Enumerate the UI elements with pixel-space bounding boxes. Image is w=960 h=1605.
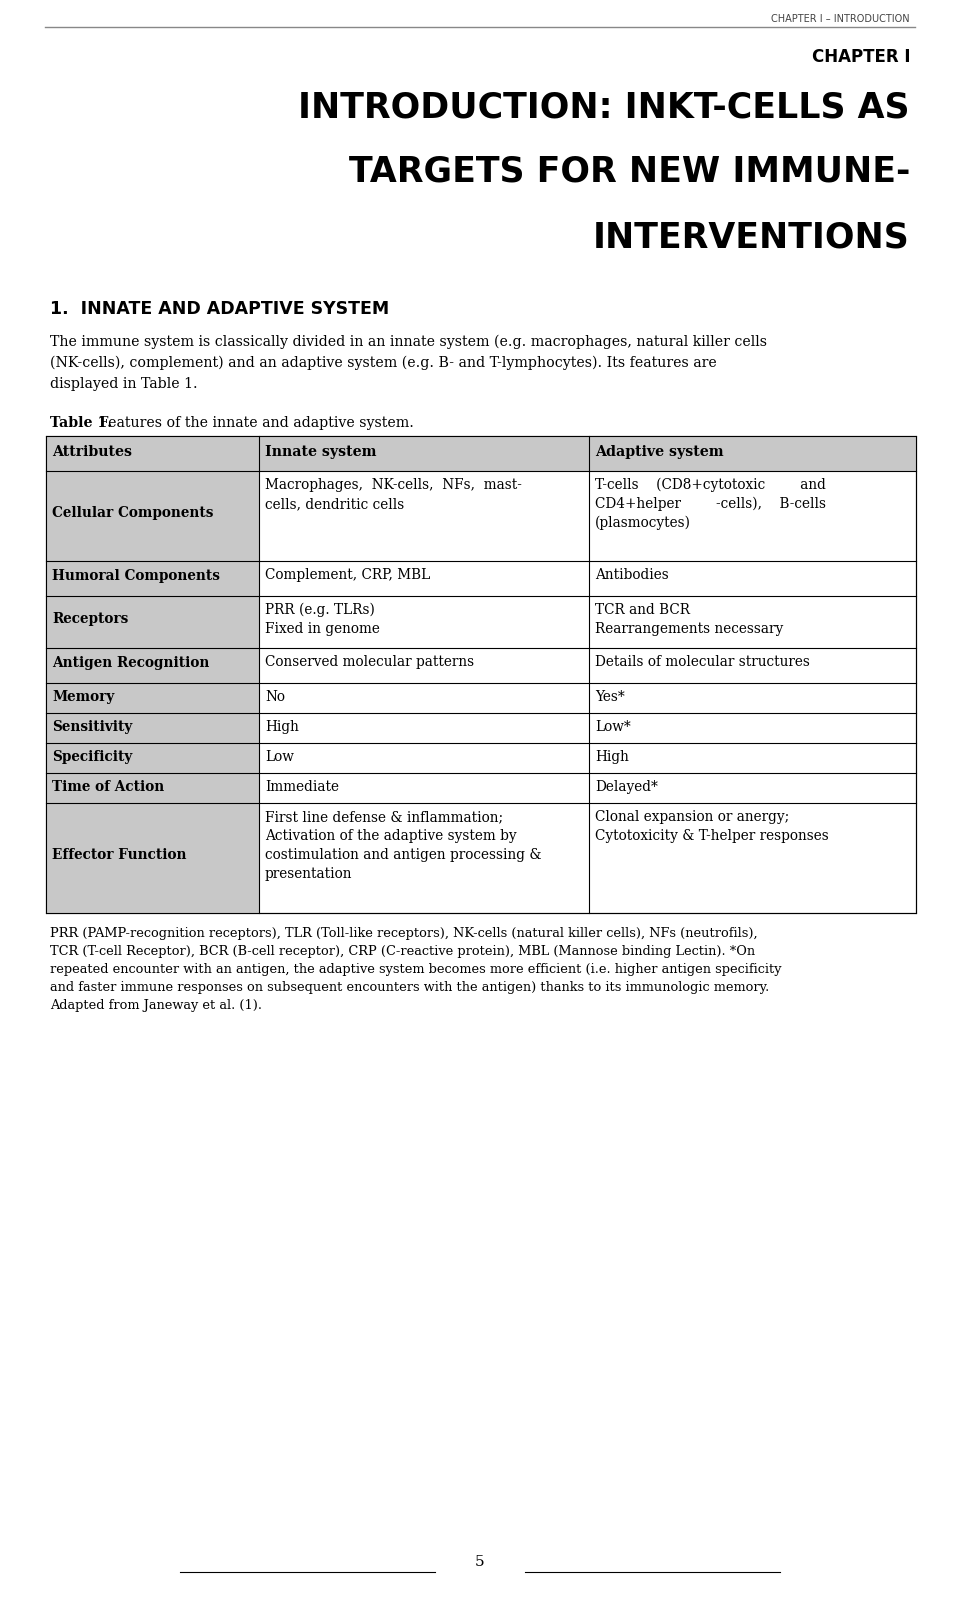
Text: Low*: Low* — [595, 721, 631, 733]
Text: CHAPTER I: CHAPTER I — [811, 48, 910, 66]
Text: and faster immune responses on subsequent encounters with the antigen) thanks to: and faster immune responses on subsequen… — [50, 981, 769, 993]
Text: repeated encounter with an antigen, the adaptive system becomes more efficient (: repeated encounter with an antigen, the … — [50, 963, 781, 976]
Bar — [46, 648, 259, 684]
Text: High: High — [595, 750, 629, 764]
Text: Time of Action: Time of Action — [52, 780, 164, 794]
Bar — [46, 802, 259, 913]
Text: PRR (e.g. TLRs): PRR (e.g. TLRs) — [265, 603, 374, 618]
Text: Rearrangements necessary: Rearrangements necessary — [595, 623, 783, 636]
Text: Effector Function: Effector Function — [52, 847, 186, 862]
Text: First line defense & inflammation;: First line defense & inflammation; — [265, 811, 503, 823]
Text: TCR and BCR: TCR and BCR — [595, 603, 690, 616]
Text: Receptors: Receptors — [52, 612, 129, 626]
Bar — [46, 713, 259, 743]
Text: No: No — [265, 690, 285, 705]
Bar — [46, 595, 259, 648]
Bar — [46, 684, 259, 713]
Text: (plasmocytes): (plasmocytes) — [595, 515, 691, 530]
Text: The immune system is classically divided in an innate system (e.g. macrophages, : The immune system is classically divided… — [50, 335, 767, 350]
Text: 5: 5 — [475, 1555, 485, 1570]
Text: CD4+helper        -cells),    B-cells: CD4+helper -cells), B-cells — [595, 498, 826, 512]
Text: Specificity: Specificity — [52, 750, 132, 764]
Text: CHAPTER I – INTRODUCTION: CHAPTER I – INTRODUCTION — [772, 14, 910, 24]
Text: 1.  INNATE AND ADAPTIVE SYSTEM: 1. INNATE AND ADAPTIVE SYSTEM — [50, 300, 389, 318]
Text: Fixed in genome: Fixed in genome — [265, 623, 380, 636]
Bar — [46, 562, 259, 595]
Bar — [46, 743, 259, 774]
Text: Activation of the adaptive system by: Activation of the adaptive system by — [265, 830, 516, 843]
Text: Low: Low — [265, 750, 294, 764]
Text: Adaptive system: Adaptive system — [595, 445, 724, 459]
Text: TCR (T-cell Receptor), BCR (B-cell receptor), CRP (C-reactive protein), MBL (Man: TCR (T-cell Receptor), BCR (B-cell recep… — [50, 945, 756, 958]
Text: Complement, CRP, MBL: Complement, CRP, MBL — [265, 568, 430, 583]
Text: Humoral Components: Humoral Components — [52, 570, 220, 583]
Text: Innate system: Innate system — [265, 445, 376, 459]
Bar — [46, 470, 259, 562]
Text: displayed in Table 1.: displayed in Table 1. — [50, 377, 198, 392]
Bar — [46, 437, 916, 913]
Text: Features of the innate and adaptive system.: Features of the innate and adaptive syst… — [90, 416, 414, 430]
Text: T-cells    (CD8+cytotoxic        and: T-cells (CD8+cytotoxic and — [595, 478, 826, 493]
Text: Attributes: Attributes — [52, 445, 132, 459]
Text: Cytotoxicity & T-helper responses: Cytotoxicity & T-helper responses — [595, 830, 828, 843]
Text: Adapted from Janeway et al. (1).: Adapted from Janeway et al. (1). — [50, 998, 262, 1013]
Text: Yes*: Yes* — [595, 690, 625, 705]
Text: Delayed*: Delayed* — [595, 780, 658, 794]
Text: Sensitivity: Sensitivity — [52, 721, 132, 733]
Text: Antibodies: Antibodies — [595, 568, 669, 583]
Text: Details of molecular structures: Details of molecular structures — [595, 655, 810, 669]
Text: (NK-cells), complement) and an adaptive system (e.g. B- and T-lymphocytes). Its : (NK-cells), complement) and an adaptive … — [50, 356, 717, 371]
Text: High: High — [265, 721, 299, 733]
Text: Table 1.: Table 1. — [50, 416, 112, 430]
Bar — [46, 774, 259, 802]
Text: TARGETS FOR NEW IMMUNE-: TARGETS FOR NEW IMMUNE- — [348, 156, 910, 189]
Text: costimulation and antigen processing &: costimulation and antigen processing & — [265, 847, 541, 862]
Text: Immediate: Immediate — [265, 780, 339, 794]
Text: INTRODUCTION: INKT-CELLS AS: INTRODUCTION: INKT-CELLS AS — [299, 90, 910, 124]
Text: presentation: presentation — [265, 867, 352, 881]
Text: Macrophages,  NK-cells,  NFs,  mast-: Macrophages, NK-cells, NFs, mast- — [265, 478, 522, 493]
Text: cells, dendritic cells: cells, dendritic cells — [265, 498, 404, 510]
Text: INTERVENTIONS: INTERVENTIONS — [593, 220, 910, 254]
Text: Memory: Memory — [52, 690, 114, 705]
Text: Antigen Recognition: Antigen Recognition — [52, 656, 209, 669]
Text: Clonal expansion or anergy;: Clonal expansion or anergy; — [595, 811, 789, 823]
Bar — [46, 437, 916, 470]
Text: Cellular Components: Cellular Components — [52, 506, 213, 520]
Text: PRR (PAMP-recognition receptors), TLR (Toll-like receptors), NK-cells (natural k: PRR (PAMP-recognition receptors), TLR (T… — [50, 928, 757, 941]
Text: Conserved molecular patterns: Conserved molecular patterns — [265, 655, 474, 669]
